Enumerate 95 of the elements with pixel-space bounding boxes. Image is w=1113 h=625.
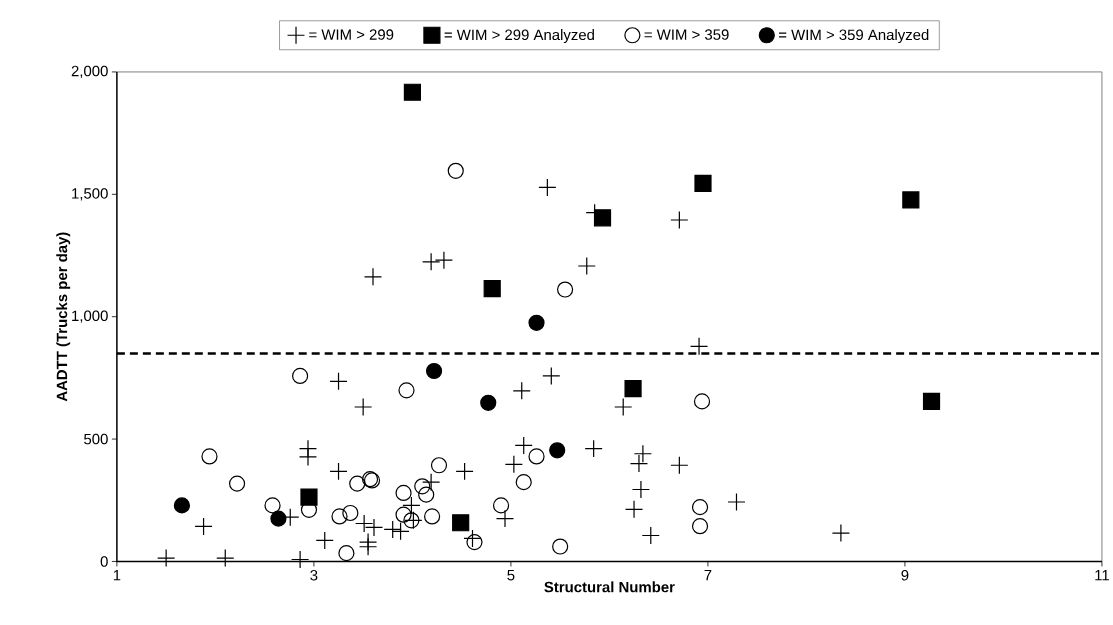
point <box>549 442 566 459</box>
point <box>358 537 378 556</box>
point <box>693 393 711 410</box>
point <box>670 455 689 475</box>
point <box>157 548 176 567</box>
point <box>422 252 441 271</box>
point <box>424 508 441 525</box>
point <box>512 381 531 400</box>
legend-label: = WIM > 359 <box>644 29 729 40</box>
point <box>329 462 348 481</box>
point <box>228 475 246 492</box>
x-tick-label: 11 <box>1095 569 1109 581</box>
point <box>691 517 709 535</box>
point <box>383 520 402 539</box>
legend-label: = WIM > 299 Analyzed <box>444 28 594 43</box>
point <box>631 480 651 499</box>
point <box>395 484 412 501</box>
point <box>902 191 920 209</box>
point <box>391 522 410 541</box>
point <box>291 550 310 569</box>
point <box>264 497 281 514</box>
point <box>201 448 218 465</box>
point <box>577 256 596 275</box>
point <box>727 492 746 511</box>
point <box>593 209 612 227</box>
point <box>483 279 501 297</box>
point <box>403 83 421 101</box>
point <box>528 448 545 465</box>
point <box>538 178 557 197</box>
y-tick-label: 500 <box>84 433 108 445</box>
point <box>452 514 470 532</box>
point <box>173 497 190 514</box>
point <box>270 510 287 527</box>
point <box>447 162 464 179</box>
legend-label: = WIM > 299 <box>309 29 394 40</box>
point <box>425 362 443 379</box>
point <box>480 394 497 411</box>
y-tick-label: 1,500 <box>72 187 108 201</box>
point <box>422 472 441 492</box>
point <box>514 436 533 455</box>
point <box>331 508 348 525</box>
y-axis-title: AADTT (Trucks per day) <box>56 232 71 402</box>
point <box>641 526 660 545</box>
point <box>315 531 334 550</box>
point <box>689 337 709 356</box>
point <box>624 379 642 398</box>
point <box>194 517 213 536</box>
point <box>349 475 366 492</box>
x-tick-label: 9 <box>901 569 909 581</box>
x-tick-label: 7 <box>704 569 712 581</box>
x-tick-label: 1 <box>113 569 121 581</box>
point <box>504 455 523 474</box>
point <box>414 478 431 495</box>
y-tick-label: 2,000 <box>71 65 108 78</box>
point <box>292 367 309 384</box>
point <box>329 372 348 391</box>
point <box>434 250 454 270</box>
point <box>670 210 689 229</box>
point <box>364 518 384 537</box>
point <box>354 397 373 416</box>
point <box>691 498 709 516</box>
point <box>355 514 374 533</box>
point <box>694 174 712 192</box>
x-axis-title: Structural Number <box>544 581 675 593</box>
point <box>831 523 850 542</box>
y-tick-label: 0 <box>100 555 108 567</box>
point <box>342 504 359 521</box>
legend-label: = WIM > 359 Analyzed <box>779 28 929 43</box>
point <box>584 439 603 458</box>
point <box>463 529 482 548</box>
point <box>633 444 652 463</box>
point <box>492 497 510 514</box>
point <box>430 456 448 474</box>
point <box>495 509 515 528</box>
point <box>300 488 318 506</box>
y-tick-label: 1,000 <box>72 310 108 323</box>
point <box>398 382 415 399</box>
point <box>338 544 355 562</box>
point <box>557 281 574 298</box>
point <box>363 267 383 286</box>
point <box>552 538 569 555</box>
point <box>542 366 561 385</box>
x-tick-label: 3 <box>310 569 318 581</box>
point <box>418 486 435 503</box>
point <box>298 447 318 466</box>
point <box>515 473 532 491</box>
point <box>466 533 483 551</box>
point <box>216 548 235 567</box>
point <box>629 454 649 473</box>
point <box>455 462 474 481</box>
point <box>614 397 633 416</box>
point <box>624 500 644 519</box>
point <box>922 392 941 410</box>
point <box>528 314 545 331</box>
x-tick-label: 5 <box>507 569 515 581</box>
